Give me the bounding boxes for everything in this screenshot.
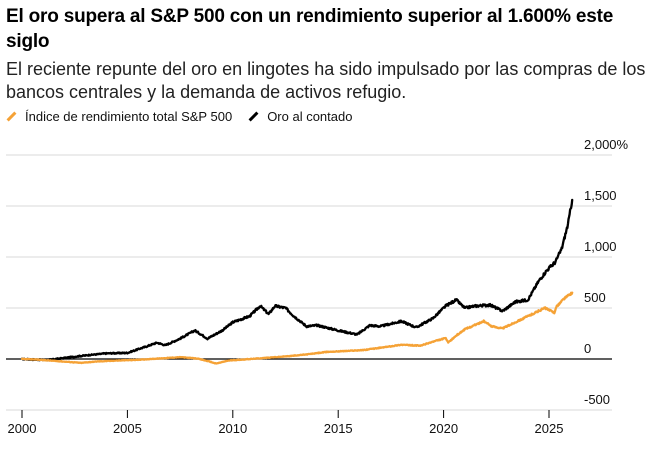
legend-item-gold: Oro al contado	[248, 109, 352, 124]
y-tick-label: 1,500	[584, 188, 617, 203]
y-tick-label: -500	[584, 392, 610, 407]
legend-label-sp500: Índice de rendimiento total S&P 500	[25, 109, 233, 124]
x-tick-label: 2005	[113, 421, 142, 436]
y-axis-ticks: 2,000% 1,500 1,000 500 0 -500	[584, 137, 629, 407]
gridlines	[6, 154, 612, 411]
series-lines	[20, 198, 574, 365]
chart-title: El oro supera al S&P 500 con un rendimie…	[6, 6, 614, 52]
x-tick-label: 2000	[8, 421, 37, 436]
legend-item-sp500: Índice de rendimiento total S&P 500	[6, 109, 232, 124]
x-tick-label: 2010	[218, 421, 247, 436]
chart-legend: Índice de rendimiento total S&P 500 Oro …	[6, 109, 368, 124]
series-line-sp500	[20, 291, 574, 365]
chart-subtitle: El reciente repunte del oro en lingotes …	[6, 59, 646, 102]
x-tick-label: 2025	[535, 421, 564, 436]
x-axis-ticks: 2000 2005 2010 2015 2020 2025	[8, 410, 564, 436]
y-tick-label: 2,000%	[584, 137, 629, 152]
y-tick-label: 500	[584, 290, 606, 305]
y-tick-label: 1,000	[584, 239, 617, 254]
y-tick-label: 0	[584, 341, 591, 356]
legend-label-gold: Oro al contado	[267, 109, 353, 124]
x-tick-label: 2015	[324, 421, 353, 436]
series-line-gold	[20, 198, 574, 362]
x-tick-label: 2020	[429, 421, 458, 436]
